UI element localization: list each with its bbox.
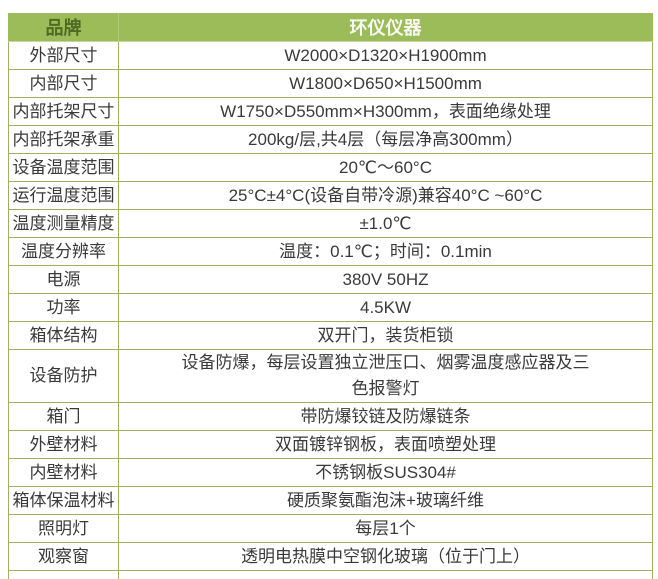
spec-label-cell: 外部尺寸 xyxy=(8,41,119,70)
spec-value-cell: 带防爆铰链及防爆链条 xyxy=(118,402,653,431)
spec-label-cell: 箱体保温材料 xyxy=(8,486,119,515)
table-row: 外部尺寸 W2000×D1320×H1900mm xyxy=(8,41,653,70)
spec-label-cell: 设备防护 xyxy=(8,349,119,403)
spec-label-cell: 观察窗 xyxy=(8,542,119,571)
spec-label-cell: 照明灯 xyxy=(8,514,119,543)
spec-value-cell: 温度：0.1℃；时间：0.1min xyxy=(118,237,653,266)
spec-value-cell xyxy=(118,570,653,579)
spec-value-cell: W1800×D650×H1500mm xyxy=(118,69,653,98)
table-row: 箱体保温材料 硬质聚氨酯泡沫+玻璃纤维 xyxy=(8,486,653,515)
spec-value-cell: 20℃～60°C xyxy=(118,153,653,182)
table-row: 观察窗 透明电热膜中空钢化玻璃（位于门上） xyxy=(8,542,653,571)
brand-header-label: 品牌 xyxy=(8,13,119,42)
spec-label-cell: 箱体结构 xyxy=(8,321,119,350)
product-spec-table: 品牌 环仪仪器 外部尺寸 W2000×D1320×H1900mm 内部尺寸 W1800… xyxy=(8,13,653,579)
spec-label-cell: 内部尺寸 xyxy=(8,69,119,98)
spec-label-cell: 设备温度范围 xyxy=(8,153,119,182)
brand-header-value: 环仪仪器 xyxy=(118,13,653,42)
table-row: 内部托架承重 200kg/层,共4层（每层净高300mm） xyxy=(8,125,653,154)
spec-value-cell: 双开门，装货柜锁 xyxy=(118,321,653,350)
spec-value-cell: 双面镀锌钢板，表面喷塑处理 xyxy=(118,430,653,459)
table-row: 箱体结构 双开门，装货柜锁 xyxy=(8,321,653,350)
spec-value-cell: W2000×D1320×H1900mm xyxy=(118,41,653,70)
spec-label-cell xyxy=(8,570,119,579)
spec-label-cell: 温度测量精度 xyxy=(8,209,119,238)
spec-label-cell: 温度分辨率 xyxy=(8,237,119,266)
spec-label-cell: 电源 xyxy=(8,265,119,294)
spec-value-cell: 4.5KW xyxy=(118,293,653,322)
spec-value-cell: 透明电热膜中空钢化玻璃（位于门上） xyxy=(118,542,653,571)
spec-label-cell: 运行温度范围 xyxy=(8,181,119,210)
table-row: 设备防护 设备防爆，每层设置独立泄压口、烟雾温度感应器及三 色报警灯 xyxy=(8,349,653,403)
table-row: 功率 4.5KW xyxy=(8,293,653,322)
table-row: 照明灯 每层1个 xyxy=(8,514,653,543)
spec-value-cell: 25°C±4°C(设备自带冷源)兼容40°C ~60°C xyxy=(118,181,653,210)
spec-label-cell: 箱门 xyxy=(8,402,119,431)
table-row: 设备温度范围 20℃～60°C xyxy=(8,153,653,182)
table-row: 温度测量精度 ±1.0℃ xyxy=(8,209,653,238)
table-row: 外壁材料 双面镀锌钢板，表面喷塑处理 xyxy=(8,430,653,459)
table-row: 内部托架尺寸 W1750×D550mm×H300mm，表面绝缘处理 xyxy=(8,97,653,126)
table-row: 电源 380V 50HZ xyxy=(8,265,653,294)
table-row: 内壁材料 不锈钢板SUS304# xyxy=(8,458,653,487)
table-header-row: 品牌 环仪仪器 xyxy=(8,13,653,42)
table-row: 箱门 带防爆铰链及防爆链条 xyxy=(8,402,653,431)
spec-label-cell: 内部托架承重 xyxy=(8,125,119,154)
spec-value-cell: 380V 50HZ xyxy=(118,265,653,294)
spec-value-cell: 不锈钢板SUS304# xyxy=(118,458,653,487)
table-row: 内部尺寸 W1800×D650×H1500mm xyxy=(8,69,653,98)
spec-value-cell: W1750×D550mm×H300mm，表面绝缘处理 xyxy=(118,97,653,126)
spec-label-cell: 内部托架尺寸 xyxy=(8,97,119,126)
spec-label-cell: 内壁材料 xyxy=(8,458,119,487)
table-row: 运行温度范围 25°C±4°C(设备自带冷源)兼容40°C ~60°C xyxy=(8,181,653,210)
spec-value-cell: 硬质聚氨酯泡沫+玻璃纤维 xyxy=(118,486,653,515)
spec-value-cell: 设备防爆，每层设置独立泄压口、烟雾温度感应器及三 色报警灯 xyxy=(118,349,653,403)
table-row: 温度分辨率 温度：0.1℃；时间：0.1min xyxy=(8,237,653,266)
spec-value-cell: ±1.0℃ xyxy=(118,209,653,238)
table-row xyxy=(8,570,653,579)
spec-label-cell: 功率 xyxy=(8,293,119,322)
spec-label-cell: 外壁材料 xyxy=(8,430,119,459)
spec-value-cell: 200kg/层,共4层（每层净高300mm） xyxy=(118,125,653,154)
spec-value-cell: 每层1个 xyxy=(118,514,653,543)
